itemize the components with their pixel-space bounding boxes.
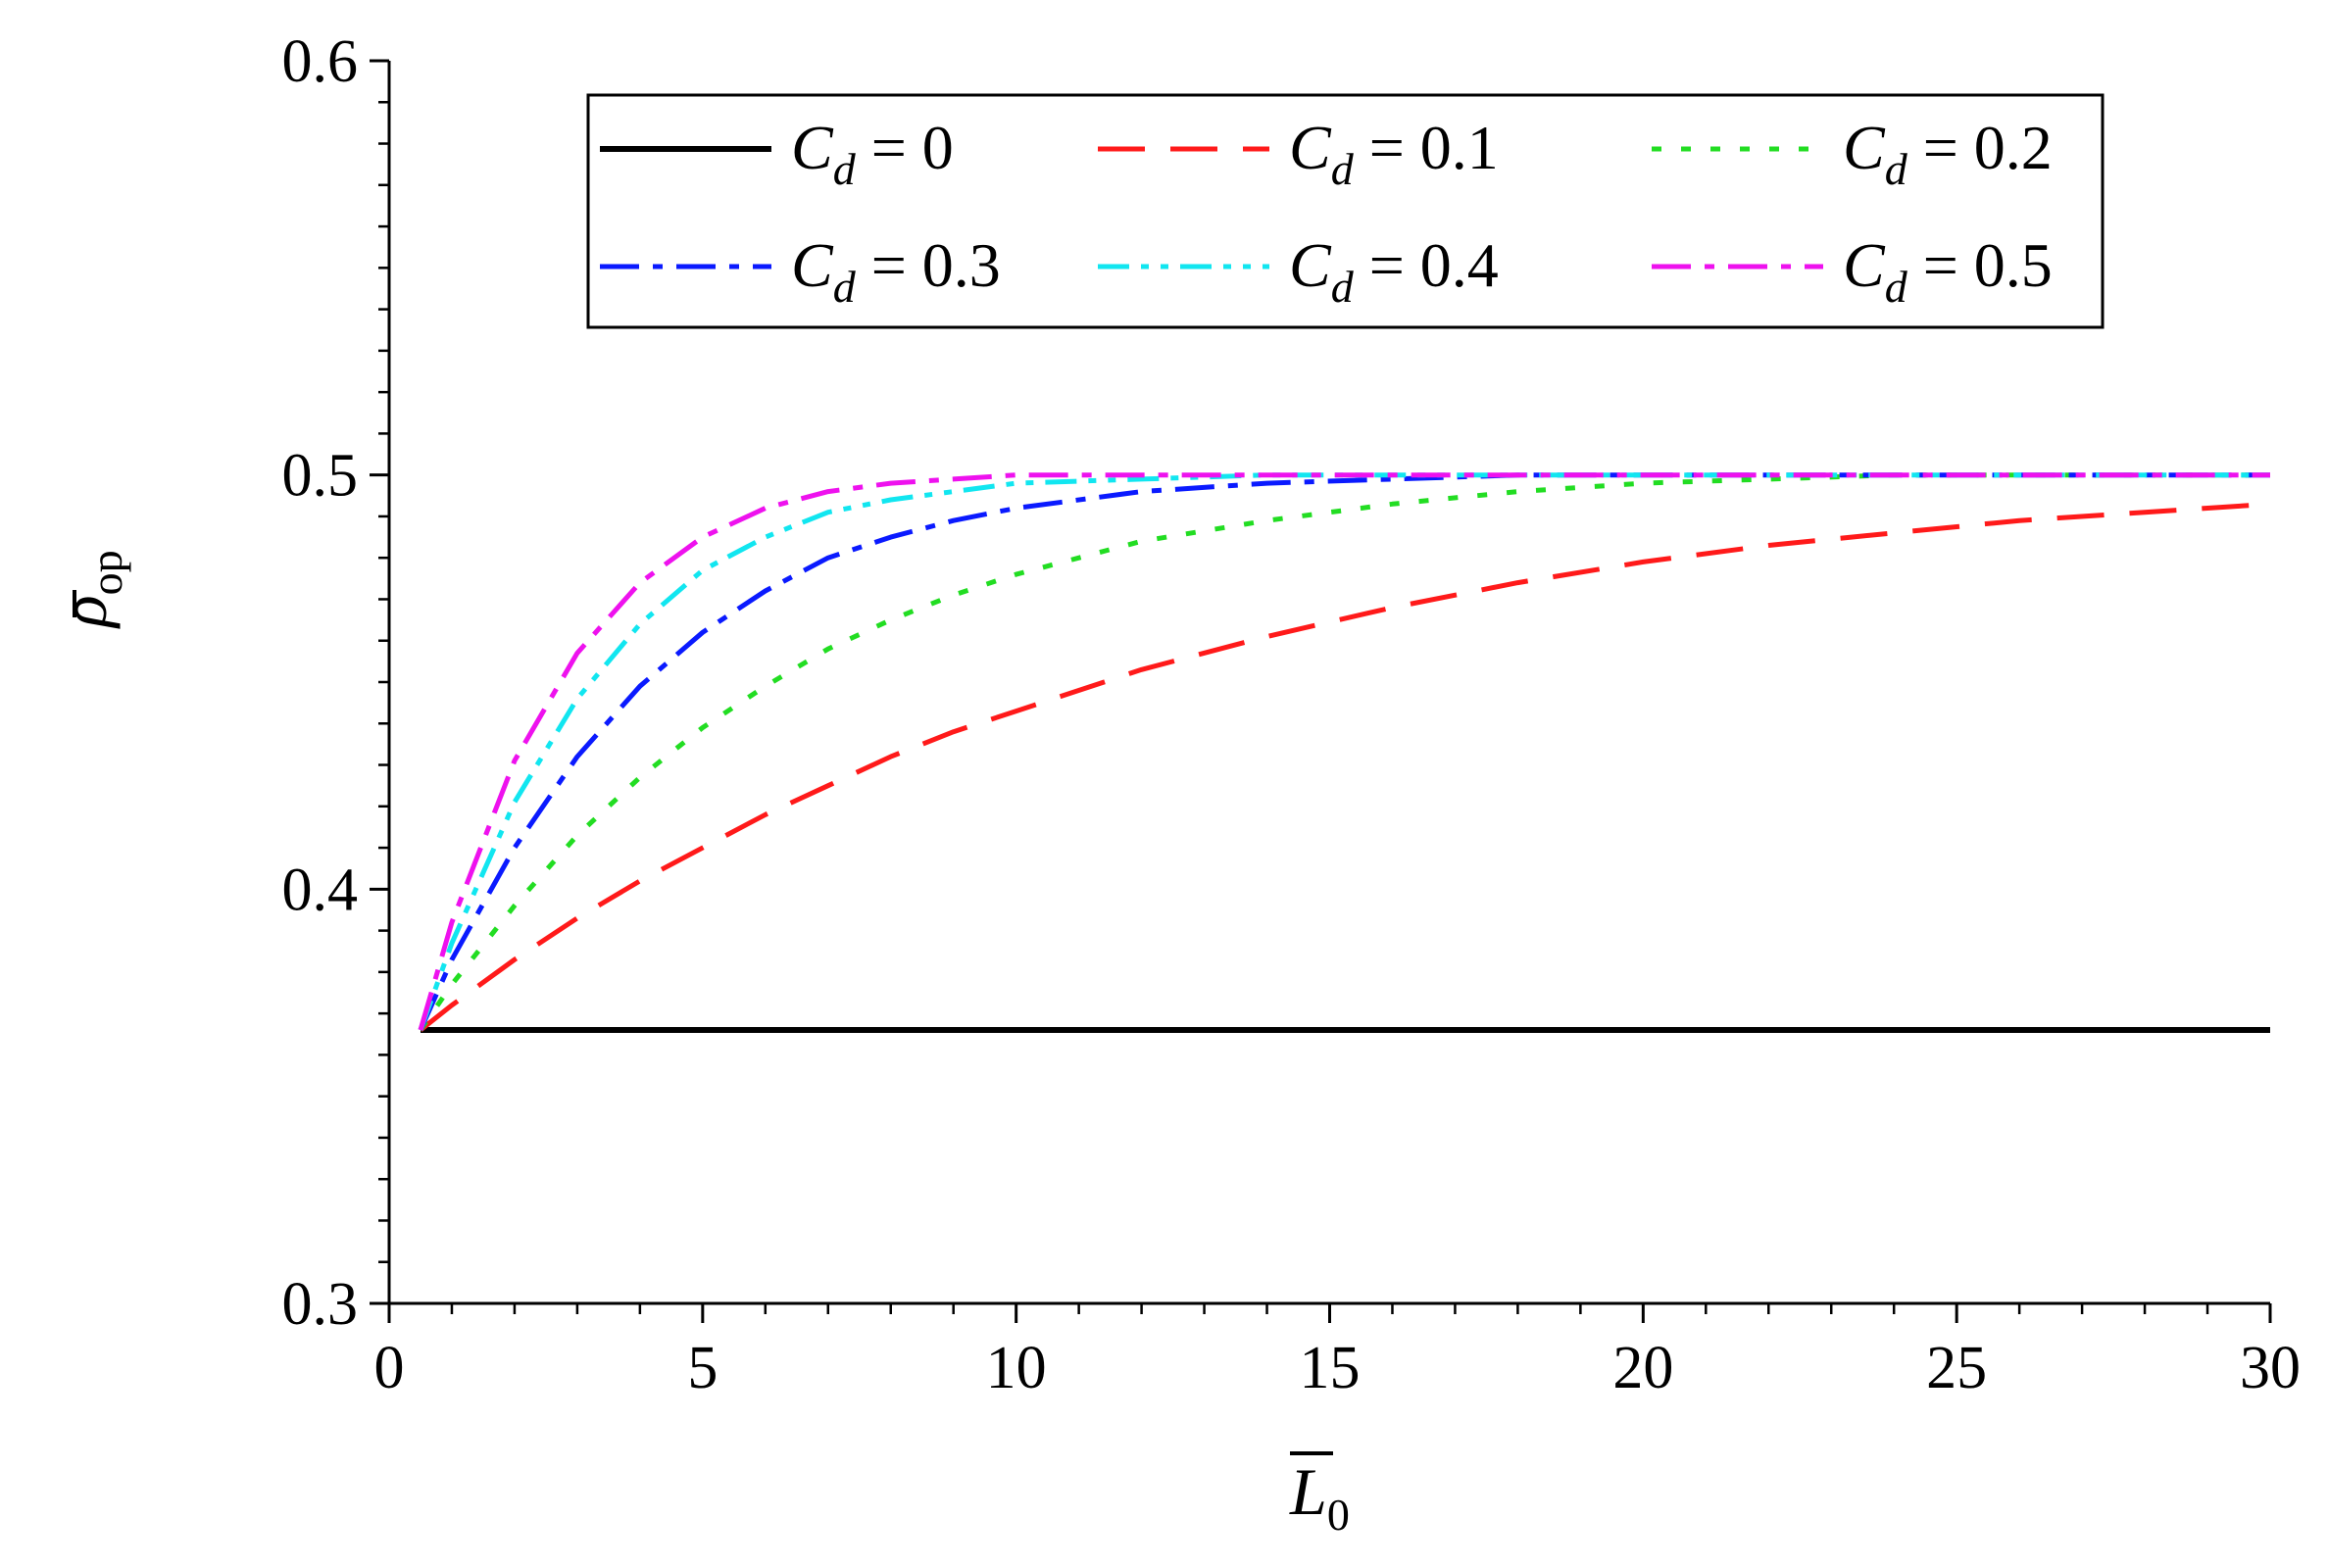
legend-label-1: Cd = 0.1 [1289, 113, 1499, 194]
series-line-2 [418, 472, 2270, 1032]
x-tick-label: 5 [687, 1335, 718, 1401]
series-line-1 [419, 501, 2271, 1032]
series-line-5 [418, 472, 2270, 1031]
y-tick-label: 0.6 [282, 28, 359, 95]
series-line-4 [418, 472, 2270, 1031]
legend-label-0: Cd = 0 [791, 113, 954, 194]
y-tick-label: 0.3 [282, 1271, 359, 1338]
svg-text:ρop: ρop [46, 550, 131, 629]
x-tick-label: 0 [374, 1335, 405, 1401]
axes: 0 5 10 15 20 25 30 0.3 0.4 0.5 0.6 [282, 28, 2302, 1401]
legend-box [586, 93, 2105, 329]
x-axis-title-symbol: L [1289, 1454, 1327, 1529]
x-axis-title-subscript: 0 [1327, 1490, 1350, 1540]
plot-lines [418, 472, 2271, 1033]
x-tick-label: 25 [1926, 1335, 1987, 1401]
x-tick-label: 10 [986, 1335, 1047, 1401]
y-tick-label: 0.5 [282, 443, 359, 510]
x-tick-label: 30 [2240, 1335, 2301, 1401]
legend-label-2: Cd = 0.2 [1843, 113, 2053, 194]
y-axis-title-subscript: op [81, 550, 131, 595]
y-tick-label: 0.4 [282, 857, 359, 923]
series-line-3 [418, 472, 2270, 1032]
x-tick-label: 15 [1300, 1335, 1361, 1401]
svg-text:L0: L0 [1289, 1454, 1350, 1540]
legend-label-4: Cd = 0.4 [1289, 230, 1499, 312]
x-tick-label: 20 [1612, 1335, 1673, 1401]
y-axis-title: ρop [46, 550, 131, 629]
legend: Cd = 0 Cd = 0.1 Cd = 0.2 Cd = 0.3 Cd = 0.4 Cd… [586, 93, 2105, 329]
y-axis-title-symbol: ρ [46, 595, 121, 629]
legend-label-5: Cd = 0.5 [1843, 230, 2053, 312]
x-axis-title: L0 [1289, 1451, 1350, 1540]
legend-label-3: Cd = 0.3 [791, 230, 1001, 312]
